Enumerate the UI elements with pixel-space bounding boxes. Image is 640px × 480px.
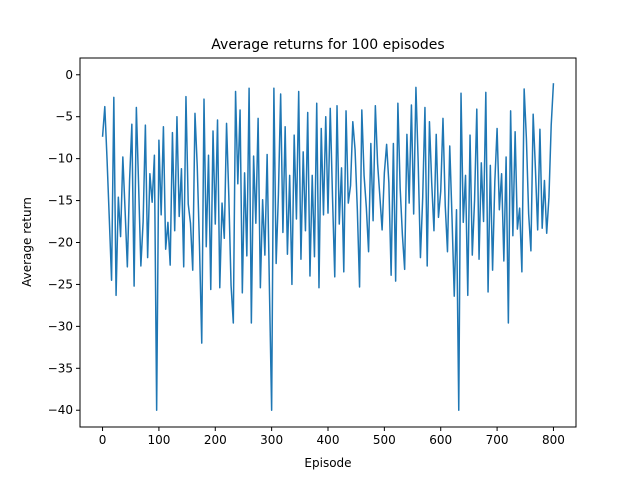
x-tick-label: 0 bbox=[99, 433, 107, 447]
x-tick-label: 500 bbox=[373, 433, 396, 447]
y-tick-label: −10 bbox=[48, 152, 73, 166]
y-tick-label: −30 bbox=[48, 319, 73, 333]
x-tick-label: 600 bbox=[429, 433, 452, 447]
y-tick-label: 0 bbox=[65, 68, 73, 82]
chart-title: Average returns for 100 episodes bbox=[211, 37, 444, 53]
series-line-0 bbox=[101, 83, 555, 411]
y-tick-label: −15 bbox=[48, 194, 73, 208]
x-tick-label: 800 bbox=[542, 433, 565, 447]
plot-area bbox=[101, 83, 555, 411]
x-tick-label: 400 bbox=[317, 433, 340, 447]
x-axis-label: Episode bbox=[304, 456, 351, 470]
y-axis-label: Average return bbox=[20, 197, 34, 287]
x-tick-label: 100 bbox=[147, 433, 170, 447]
y-tick-label: −25 bbox=[48, 277, 73, 291]
y-tick-label: −35 bbox=[48, 361, 73, 375]
x-tick-label: 300 bbox=[260, 433, 283, 447]
y-tick-label: −20 bbox=[48, 236, 73, 250]
y-tick-label: −5 bbox=[55, 110, 73, 124]
plot-frame bbox=[79, 57, 577, 428]
x-tick-label: 200 bbox=[204, 433, 227, 447]
x-tick-label: 700 bbox=[486, 433, 509, 447]
y-tick-label: −40 bbox=[48, 403, 73, 417]
x-axis-ticks: 0 100 200 300 400 500 600 700 800 bbox=[99, 427, 565, 447]
y-axis-ticks: 0 −5 −10 −15 −20 −25 −30 −35 −40 bbox=[48, 68, 80, 417]
